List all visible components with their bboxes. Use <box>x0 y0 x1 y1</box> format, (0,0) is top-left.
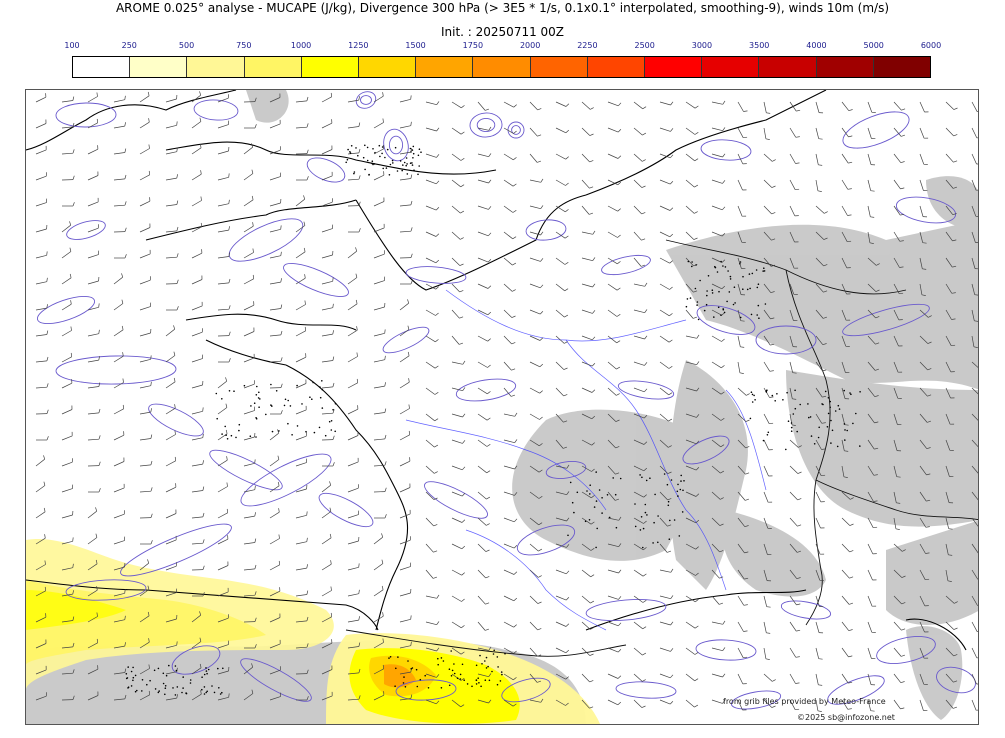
init-time: Init. : 20250711 00Z <box>440 25 565 39</box>
rivers <box>405 289 767 631</box>
colorbar-cell <box>416 57 474 77</box>
borders <box>345 239 978 657</box>
weather-map <box>25 89 979 725</box>
colorbar-ticks: 100 250 500 750 1000 1250 1500 1750 2000 2250 2500… <box>64 41 941 53</box>
colorbar-tick-label: 100 <box>64 41 80 50</box>
divergence-contours <box>36 91 976 710</box>
colorbar-tick-label: 3000 <box>691 41 713 50</box>
colorbar-tick-label: 3500 <box>749 41 770 50</box>
colorbar-tick-label: 500 <box>178 41 195 50</box>
colorbar-tick-label: 2250 <box>577 41 598 50</box>
mucape-fill <box>26 539 601 724</box>
colorbar-cell <box>187 57 245 77</box>
colorbar-cell <box>530 57 588 77</box>
colorbar-cell <box>301 57 360 77</box>
colorbar-cell <box>130 57 188 77</box>
colorbar-cell <box>473 57 531 77</box>
map-canvas <box>26 90 978 724</box>
grib-credit: from grib files provided by Meteo-France <box>723 697 886 706</box>
colorbar-cell <box>759 57 817 77</box>
mucape-colorbar <box>72 56 931 78</box>
colorbar-tick-label: 1250 <box>348 41 369 50</box>
map-title: AROME 0.025° analyse - MUCAPE (J/kg), Di… <box>115 1 890 15</box>
colorbar-cell <box>73 57 131 77</box>
colorbar-tick-label: 1750 <box>462 41 484 50</box>
colorbar-cell <box>816 57 874 77</box>
colorbar-tick-label: 6000 <box>920 41 942 50</box>
copyright-credit: ©2025 sb@infozone.net <box>797 713 895 722</box>
colorbar-tick-label: 1000 <box>290 41 312 50</box>
colorbar-cell <box>587 57 646 77</box>
wind-barbs <box>35 91 978 712</box>
colorbar-cell <box>702 57 760 77</box>
colorbar-tick-label: 1500 <box>405 41 426 50</box>
colorbar-tick-label: 250 <box>121 41 137 50</box>
colorbar-tick-label: 750 <box>236 41 252 50</box>
colorbar-tick-label: 5000 <box>863 41 884 50</box>
colorbar-tick-label: 2000 <box>519 41 541 50</box>
city-dots <box>125 144 861 696</box>
colorbar-cell <box>645 57 703 77</box>
colorbar-cell <box>244 57 302 77</box>
colorbar-tick-label: 4000 <box>806 41 827 50</box>
colorbar-cell <box>873 57 931 77</box>
colorbar-tick-label: 2500 <box>634 41 655 50</box>
colorbar-cell <box>359 57 417 77</box>
coastlines <box>26 90 967 651</box>
